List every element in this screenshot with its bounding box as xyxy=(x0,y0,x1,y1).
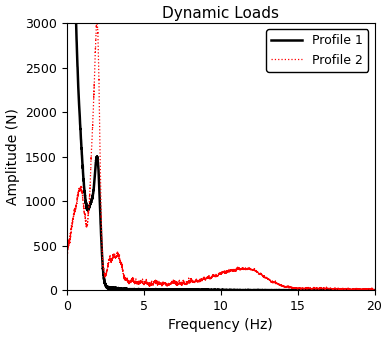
Profile 1 xyxy=(372,288,377,292)
Profile 1 xyxy=(194,288,198,292)
Profile 2 xyxy=(64,254,69,258)
Profile 2 xyxy=(371,288,376,292)
Profile 2 xyxy=(196,280,201,284)
Profile 1 xyxy=(196,288,201,292)
Y-axis label: Amplitude (N): Amplitude (N) xyxy=(5,108,19,205)
Profile 2 xyxy=(95,17,99,21)
Line: Profile 2: Profile 2 xyxy=(67,19,374,290)
Profile 2 xyxy=(194,279,198,283)
Profile 2 xyxy=(288,286,293,290)
Title: Dynamic Loads: Dynamic Loads xyxy=(162,5,279,21)
Profile 1 xyxy=(211,288,215,292)
Profile 1 xyxy=(363,288,367,292)
Profile 2 xyxy=(363,287,367,291)
Profile 2 xyxy=(211,274,215,278)
X-axis label: Frequency (Hz): Frequency (Hz) xyxy=(168,318,273,333)
Profile 2 xyxy=(348,287,352,291)
Profile 1 xyxy=(288,288,293,292)
Legend: Profile 1, Profile 2: Profile 1, Profile 2 xyxy=(266,29,368,72)
Profile 2 xyxy=(372,287,377,291)
Line: Profile 1: Profile 1 xyxy=(67,0,374,290)
Profile 1 xyxy=(222,288,227,292)
Profile 1 xyxy=(348,288,352,292)
